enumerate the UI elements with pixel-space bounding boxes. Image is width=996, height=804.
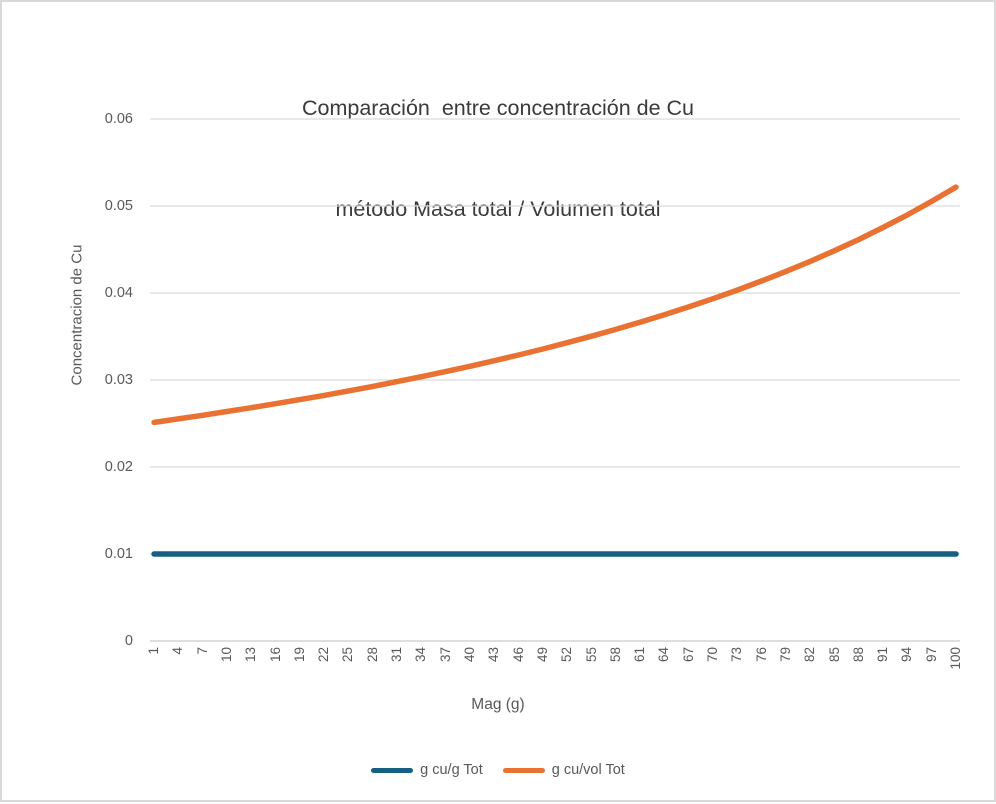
x-tick-label: 52 — [559, 647, 575, 663]
x-tick-label: 46 — [510, 647, 526, 663]
x-tick-label: 10 — [218, 647, 234, 663]
legend: g cu/g Tot g cu/vol Tot — [2, 762, 994, 778]
y-tick-label: 0 — [124, 633, 133, 649]
x-tick-label: 64 — [656, 647, 672, 663]
y-tick-label: 0.01 — [104, 546, 133, 562]
x-tick-label: 55 — [583, 647, 599, 663]
x-axis-title: Mag (g) — [471, 696, 525, 713]
x-tick-label: 1 — [146, 647, 162, 655]
legend-item-g-cu-vol-tot: g cu/vol Tot — [502, 762, 625, 778]
y-tick-label: 0.02 — [104, 459, 133, 475]
chart-title-line1: Comparación entre concentración de Cu — [302, 96, 694, 120]
x-tick-label: 37 — [437, 647, 453, 663]
y-tick-label: 0.06 — [104, 111, 133, 127]
y-tick-label: 0.03 — [104, 372, 133, 388]
x-tick-label: 19 — [291, 647, 307, 663]
x-tick-label: 73 — [729, 647, 745, 663]
x-tick-label: 16 — [267, 647, 283, 663]
x-tick-label: 61 — [632, 647, 647, 663]
y-tick-label: 0.04 — [104, 285, 133, 301]
x-tick-label: 58 — [607, 647, 623, 663]
x-tick-label: 91 — [875, 647, 890, 663]
x-tick-label: 25 — [340, 647, 356, 663]
x-tick-label: 76 — [753, 647, 769, 663]
legend-label-g-cu-vol-tot: g cu/vol Tot — [551, 762, 625, 778]
x-tick-label: 82 — [802, 647, 818, 663]
x-tick-label: 94 — [899, 647, 915, 663]
y-tick-label: 0.05 — [104, 198, 133, 214]
x-tick-label: 22 — [316, 647, 332, 663]
legend-line-swatch-blue — [371, 767, 414, 773]
x-tick-label: 40 — [461, 647, 477, 663]
x-tick-label: 7 — [194, 647, 210, 655]
chart-title: Comparación entre concentración de Cu mé… — [2, 25, 994, 293]
x-tick-label: 88 — [850, 647, 866, 663]
x-tick-label: 85 — [826, 647, 842, 663]
x-tick-label: 70 — [705, 647, 720, 663]
chart-title-line2: método Masa total / Volumen total — [335, 196, 661, 221]
legend-line-swatch-orange — [502, 767, 545, 773]
x-tick-label: 34 — [413, 647, 429, 663]
x-tick-label: 67 — [680, 647, 696, 663]
x-tick-label: 100 — [948, 647, 963, 670]
legend-label-g-cu-g-tot: g cu/g Tot — [420, 762, 483, 778]
legend-item-g-cu-g-tot: g cu/g Tot — [371, 762, 483, 778]
x-tick-label: 97 — [923, 647, 939, 663]
x-tick-label: 79 — [777, 647, 793, 663]
series-line-g-cu-vol-tot — [151, 184, 959, 426]
x-tick-label: 49 — [534, 647, 550, 663]
x-tick-label: 28 — [364, 647, 380, 663]
x-tick-label: 43 — [486, 647, 502, 663]
x-tick-label: 4 — [170, 647, 186, 655]
x-tick-label: 31 — [389, 647, 405, 663]
x-tick-label: 13 — [243, 647, 259, 663]
